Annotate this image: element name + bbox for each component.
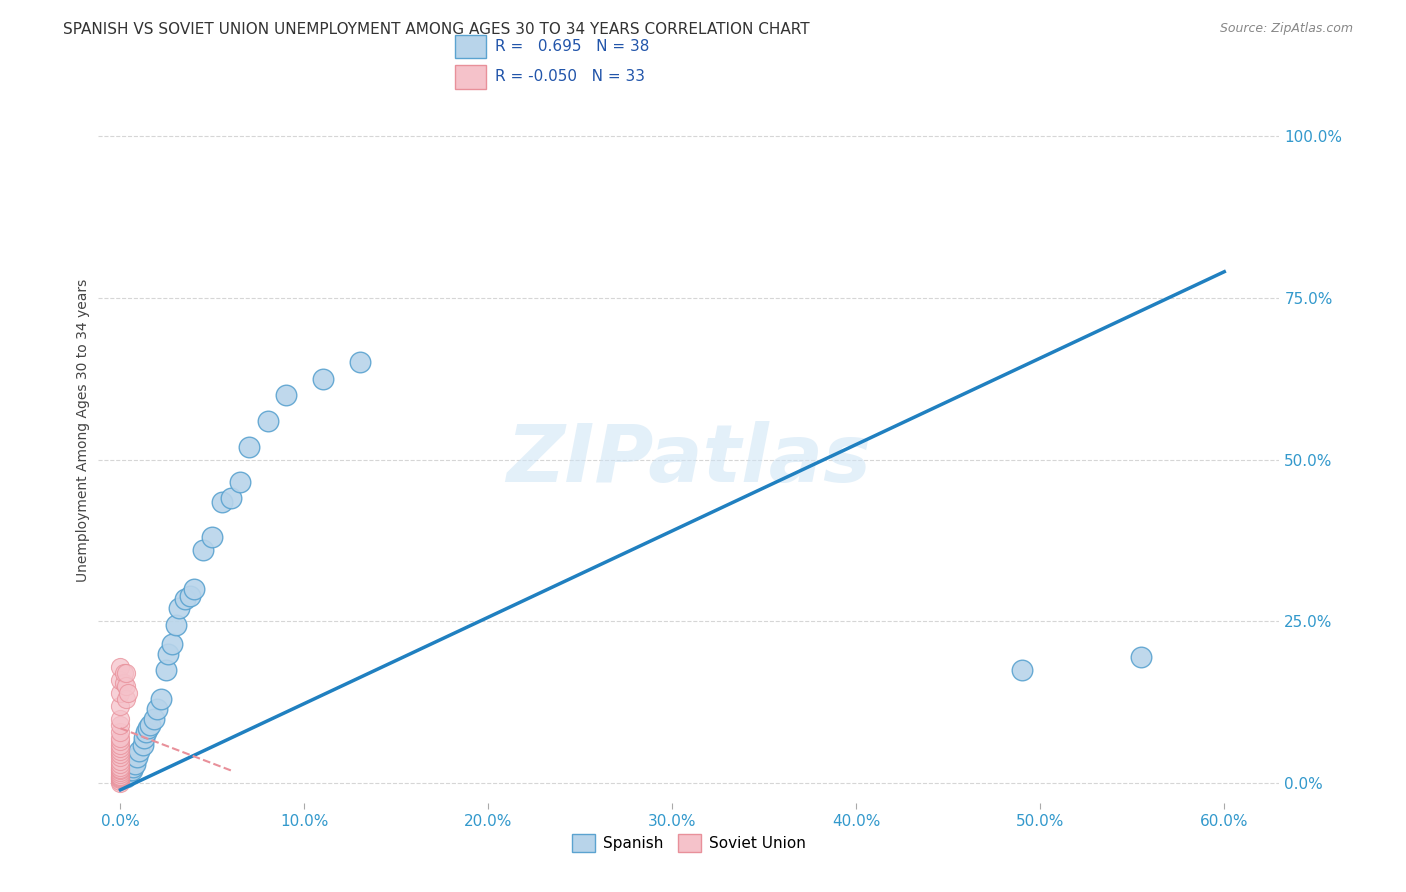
Point	[131, 738, 153, 752]
Point	[110, 747, 132, 762]
Point	[1011, 663, 1033, 677]
Point	[211, 494, 233, 508]
Point	[155, 663, 177, 677]
Point	[110, 738, 132, 752]
Text: Source: ZipAtlas.com: Source: ZipAtlas.com	[1219, 22, 1353, 36]
Point	[110, 760, 132, 774]
Point	[256, 414, 278, 428]
Point	[125, 750, 148, 764]
FancyBboxPatch shape	[456, 35, 486, 58]
Point	[115, 692, 138, 706]
Point	[110, 772, 132, 787]
Point	[110, 774, 132, 789]
Point	[110, 724, 132, 739]
Point	[115, 679, 138, 693]
Point	[173, 591, 195, 606]
Point	[110, 673, 132, 687]
Point	[238, 440, 260, 454]
Point	[110, 770, 132, 784]
Point	[160, 637, 183, 651]
Point	[110, 698, 132, 713]
Point	[149, 692, 172, 706]
Point	[165, 617, 187, 632]
Point	[118, 764, 141, 778]
Point	[110, 776, 132, 790]
Point	[110, 766, 132, 780]
Point	[110, 756, 132, 771]
Point	[112, 666, 135, 681]
Point	[146, 702, 169, 716]
Point	[193, 543, 215, 558]
Text: SPANISH VS SOVIET UNION UNEMPLOYMENT AMONG AGES 30 TO 34 YEARS CORRELATION CHART: SPANISH VS SOVIET UNION UNEMPLOYMENT AMO…	[63, 22, 810, 37]
Point	[110, 740, 132, 755]
Point	[110, 750, 132, 764]
Point	[110, 764, 132, 778]
Point	[169, 601, 191, 615]
Point	[110, 660, 132, 674]
Point	[1130, 650, 1153, 665]
Legend: Spanish, Soviet Union: Spanish, Soviet Union	[567, 828, 811, 858]
Point	[110, 731, 132, 745]
Text: R = -0.050   N = 33: R = -0.050 N = 33	[495, 70, 644, 85]
Point	[110, 718, 132, 732]
Point	[312, 371, 335, 385]
Point	[139, 718, 162, 732]
Point	[110, 754, 132, 768]
Point	[110, 686, 132, 700]
Point	[122, 760, 145, 774]
Point	[117, 766, 139, 780]
Point	[229, 475, 252, 490]
Point	[121, 764, 143, 778]
Point	[219, 491, 242, 506]
Point	[115, 770, 138, 784]
Point	[142, 712, 165, 726]
Point	[112, 766, 135, 780]
Point	[117, 686, 139, 700]
Point	[124, 756, 146, 771]
Y-axis label: Unemployment Among Ages 30 to 34 years: Unemployment Among Ages 30 to 34 years	[76, 279, 90, 582]
Point	[135, 724, 157, 739]
Point	[110, 712, 132, 726]
Point	[110, 769, 132, 783]
Point	[115, 666, 138, 681]
Text: ZIPatlas: ZIPatlas	[506, 421, 872, 500]
Point	[201, 530, 224, 544]
Point	[274, 388, 297, 402]
Point	[136, 721, 159, 735]
Point	[110, 734, 132, 748]
Point	[112, 676, 135, 690]
Text: R =   0.695   N = 38: R = 0.695 N = 38	[495, 39, 650, 54]
Point	[183, 582, 205, 596]
Point	[110, 771, 132, 785]
Point	[128, 744, 150, 758]
Point	[110, 744, 132, 758]
Point	[110, 762, 132, 776]
FancyBboxPatch shape	[456, 65, 486, 88]
Point	[134, 731, 156, 745]
Point	[111, 764, 134, 778]
Point	[179, 589, 201, 603]
Point	[349, 355, 371, 369]
Point	[110, 764, 132, 779]
Point	[157, 647, 180, 661]
